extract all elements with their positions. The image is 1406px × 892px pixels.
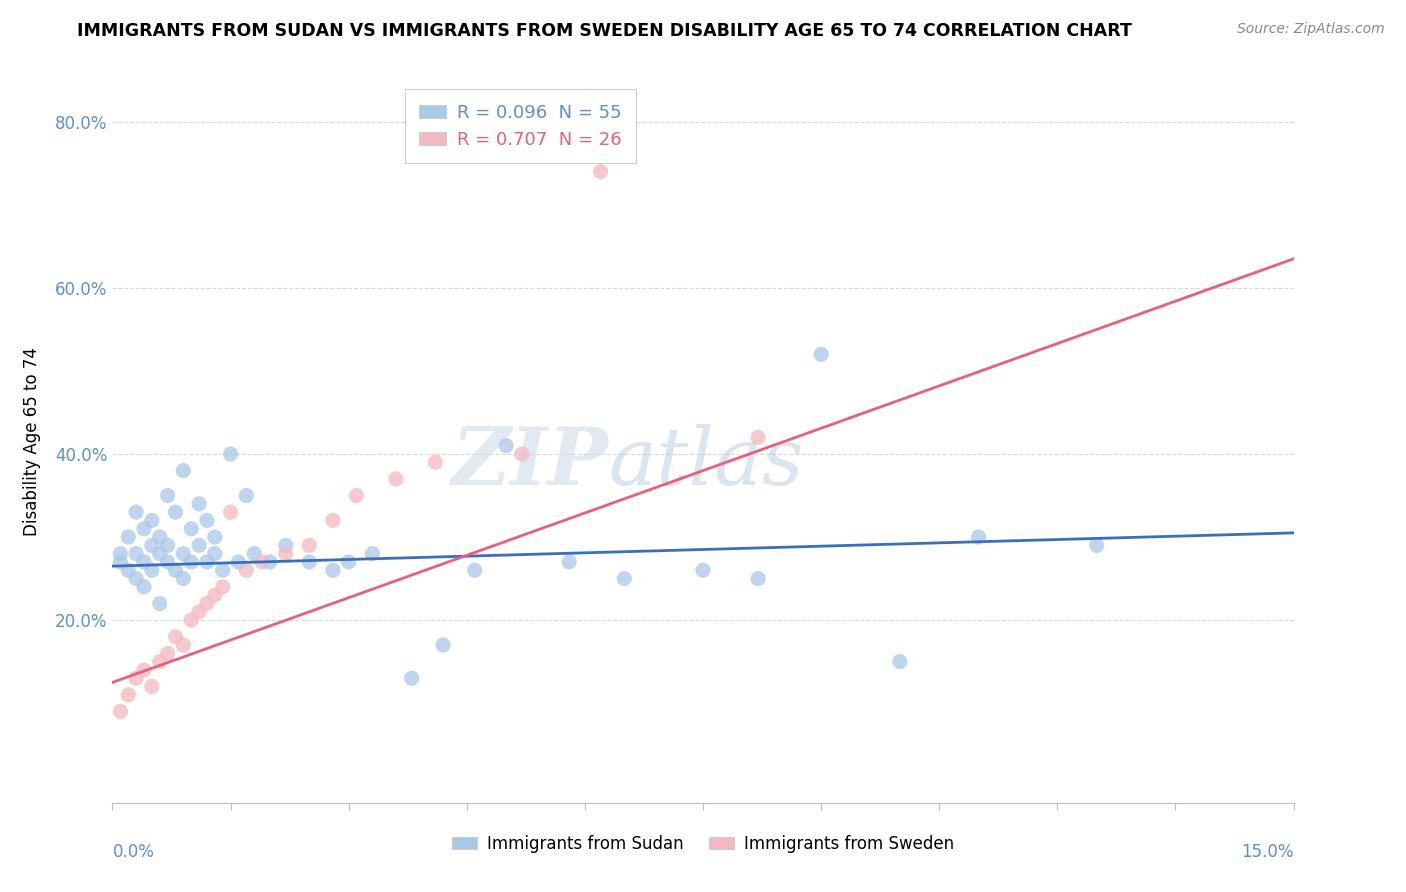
Point <box>125 547 148 561</box>
Point <box>211 580 233 594</box>
Text: 0.0%: 0.0% <box>112 843 155 861</box>
Text: ZIP: ZIP <box>451 425 609 502</box>
Text: Source: ZipAtlas.com: Source: ZipAtlas.com <box>1237 22 1385 37</box>
Point <box>613 572 636 586</box>
Point <box>747 572 769 586</box>
Point <box>250 555 273 569</box>
Point <box>149 530 172 544</box>
Point <box>110 547 132 561</box>
Point <box>117 563 139 577</box>
Point <box>274 547 297 561</box>
Point <box>141 513 163 527</box>
Point <box>558 555 581 569</box>
Point <box>156 555 179 569</box>
Text: IMMIGRANTS FROM SUDAN VS IMMIGRANTS FROM SWEDEN DISABILITY AGE 65 TO 74 CORRELAT: IMMIGRANTS FROM SUDAN VS IMMIGRANTS FROM… <box>77 22 1132 40</box>
Point <box>132 522 155 536</box>
Point <box>298 555 321 569</box>
Point <box>401 671 423 685</box>
Point <box>172 464 194 478</box>
Point <box>110 555 132 569</box>
Point <box>495 439 517 453</box>
Point <box>747 430 769 444</box>
Point <box>432 638 454 652</box>
Point <box>204 530 226 544</box>
Point <box>195 555 218 569</box>
Point <box>125 505 148 519</box>
Point <box>141 680 163 694</box>
Point <box>110 705 132 719</box>
Point <box>165 630 187 644</box>
Point <box>188 605 211 619</box>
Point <box>188 497 211 511</box>
Point <box>1085 538 1108 552</box>
Point <box>464 563 486 577</box>
Point <box>141 538 163 552</box>
Text: atlas: atlas <box>609 425 804 502</box>
Point <box>141 563 163 577</box>
Point <box>274 538 297 552</box>
Point <box>259 555 281 569</box>
Point <box>188 538 211 552</box>
Point <box>204 547 226 561</box>
Point <box>235 563 257 577</box>
Point <box>889 655 911 669</box>
Point <box>967 530 990 544</box>
Point <box>132 663 155 677</box>
Point <box>156 538 179 552</box>
Point <box>385 472 408 486</box>
Point <box>298 538 321 552</box>
Point <box>132 555 155 569</box>
Point <box>195 597 218 611</box>
Point <box>172 547 194 561</box>
Point <box>165 563 187 577</box>
Point <box>156 646 179 660</box>
Y-axis label: Disability Age 65 to 74: Disability Age 65 to 74 <box>24 347 41 536</box>
Point <box>361 547 384 561</box>
Point <box>425 455 447 469</box>
Point <box>195 513 218 527</box>
Point <box>180 613 202 627</box>
Point <box>172 572 194 586</box>
Point <box>337 555 360 569</box>
Point <box>219 447 242 461</box>
Text: 15.0%: 15.0% <box>1241 843 1294 861</box>
Point <box>125 671 148 685</box>
Point <box>156 489 179 503</box>
Point <box>125 572 148 586</box>
Point <box>692 563 714 577</box>
Point <box>180 522 202 536</box>
Point <box>149 655 172 669</box>
Point <box>219 505 242 519</box>
Point <box>180 555 202 569</box>
Point <box>810 347 832 361</box>
Point <box>589 164 612 178</box>
Legend: Immigrants from Sudan, Immigrants from Sweden: Immigrants from Sudan, Immigrants from S… <box>446 828 960 860</box>
Point <box>204 588 226 602</box>
Point <box>165 505 187 519</box>
Point <box>322 563 344 577</box>
Point <box>510 447 533 461</box>
Point <box>149 547 172 561</box>
Point <box>228 555 250 569</box>
Point <box>117 688 139 702</box>
Point <box>132 580 155 594</box>
Point <box>235 489 257 503</box>
Point <box>149 597 172 611</box>
Point <box>211 563 233 577</box>
Point <box>346 489 368 503</box>
Point <box>117 530 139 544</box>
Point <box>243 547 266 561</box>
Point <box>172 638 194 652</box>
Point <box>322 513 344 527</box>
